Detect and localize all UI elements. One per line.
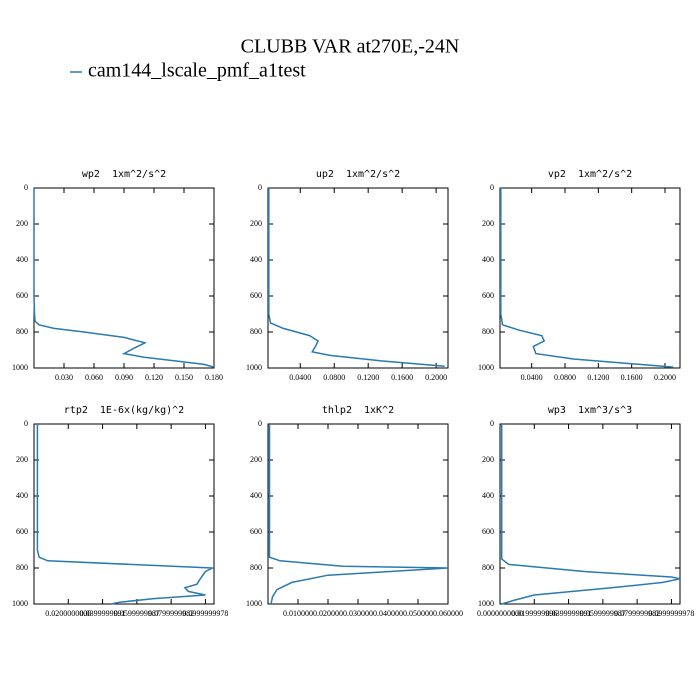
legend-entry: cam144_lscale_pmf_a1test (88, 60, 306, 82)
y-tick-label: 1000 (478, 363, 494, 372)
x-tick-label: 0.2000 (654, 373, 676, 382)
y-tick-label: 600 (482, 527, 494, 536)
y-tick-label: 200 (482, 455, 494, 464)
x-tick-label: 0.0800 (554, 373, 576, 382)
y-tick-label: 200 (16, 219, 28, 228)
y-tick-label: 1000 (12, 599, 28, 608)
panel-title: thlp2 1xK^2 (322, 405, 394, 416)
y-tick-label: 0 (258, 419, 262, 428)
y-tick-label: 0 (490, 183, 494, 192)
x-tick-label: 0.0999999978 (648, 609, 694, 618)
y-tick-label: 400 (250, 255, 262, 264)
plot-frame (499, 187, 681, 369)
x-tick-label: 0.030000 (343, 609, 373, 618)
y-tick-label: 800 (16, 563, 28, 572)
y-tick-label: 1000 (478, 599, 494, 608)
y-tick-label: 200 (250, 455, 262, 464)
x-tick-label: 0.0599999987 (114, 609, 160, 618)
x-tick-label: 0.040000 (373, 609, 403, 618)
y-tick-label: 400 (482, 255, 494, 264)
y-tick-label: 800 (250, 563, 262, 572)
y-tick-label: 800 (250, 327, 262, 336)
x-tick-label: 0.060000 (433, 609, 463, 618)
y-tick-label: 400 (250, 491, 262, 500)
x-tick-label: 0.0399999991 (80, 609, 126, 618)
x-tick-label: 0.0599999987 (580, 609, 626, 618)
y-tick-label: 200 (482, 219, 494, 228)
plot-frame (499, 423, 681, 605)
y-tick-label: 400 (482, 491, 494, 500)
y-tick-label: 1000 (12, 363, 28, 372)
y-tick-label: 600 (482, 291, 494, 300)
x-tick-label: 0.2000 (425, 373, 447, 382)
x-tick-label: 0.1200 (587, 373, 609, 382)
plot-frame (33, 423, 215, 605)
profile-line (36, 424, 216, 605)
plot-frame (267, 423, 449, 605)
x-tick-label: 0.1600 (621, 373, 643, 382)
x-tick-label: 0.0200000000 (45, 609, 91, 618)
y-tick-label: 800 (16, 327, 28, 336)
y-tick-label: 400 (16, 255, 28, 264)
panel-title: vp2 1xm^2/s^2 (548, 169, 632, 180)
profile-line (268, 424, 449, 605)
panel-title: wp3 1xm^3/s^3 (548, 405, 632, 416)
y-tick-label: 0 (258, 183, 262, 192)
x-tick-label: 0.180 (205, 373, 223, 382)
y-tick-label: 600 (16, 527, 28, 536)
x-tick-label: 0.1600 (391, 373, 413, 382)
plot-frame (33, 187, 215, 369)
x-tick-label: 0.090 (115, 373, 133, 382)
profile-line (33, 188, 215, 368)
x-tick-label: 0.0400 (289, 373, 311, 382)
y-tick-label: 0 (490, 419, 494, 428)
x-tick-label: 0.0799999982 (148, 609, 194, 618)
y-tick-label: 600 (16, 291, 28, 300)
y-tick-label: 0 (24, 419, 28, 428)
x-tick-label: 0.0199999996 (511, 609, 557, 618)
x-tick-label: 0.1200 (357, 373, 379, 382)
x-tick-label: 0.0799999982 (614, 609, 660, 618)
panel-title: wp2 1xm^2/s^2 (82, 169, 166, 180)
x-tick-label: 0.150 (175, 373, 193, 382)
x-tick-label: 0.120 (145, 373, 163, 382)
profile-line (500, 188, 674, 368)
plot-frame (267, 187, 449, 369)
x-tick-label: 0.0399999991 (546, 609, 592, 618)
panel-title: up2 1xm^2/s^2 (316, 169, 400, 180)
profile-line (500, 424, 681, 605)
y-tick-label: 0 (24, 183, 28, 192)
y-tick-label: 1000 (246, 599, 262, 608)
x-tick-label: 0.0800 (323, 373, 345, 382)
y-tick-label: 200 (16, 455, 28, 464)
x-tick-label: 0.0999999978 (182, 609, 228, 618)
x-tick-label: 0.030 (55, 373, 73, 382)
x-tick-label: 0.020000 (313, 609, 343, 618)
y-tick-label: 1000 (246, 363, 262, 372)
x-tick-label: 0.010000 (283, 609, 313, 618)
x-tick-label: 0.050000 (403, 609, 433, 618)
x-tick-label: 0.0400 (521, 373, 543, 382)
y-tick-label: 600 (250, 291, 262, 300)
x-tick-label: 0.060 (85, 373, 103, 382)
y-tick-label: 800 (482, 327, 494, 336)
x-tick-label: 0.0000000000 (477, 609, 523, 618)
y-tick-label: 800 (482, 563, 494, 572)
y-tick-label: 600 (250, 527, 262, 536)
profile-line (268, 188, 445, 367)
figure-title: CLUBB VAR at270E,-24N (241, 36, 460, 58)
y-tick-label: 400 (16, 491, 28, 500)
panel-title: rtp2 1E-6x(kg/kg)^2 (64, 405, 184, 416)
y-tick-label: 200 (250, 219, 262, 228)
